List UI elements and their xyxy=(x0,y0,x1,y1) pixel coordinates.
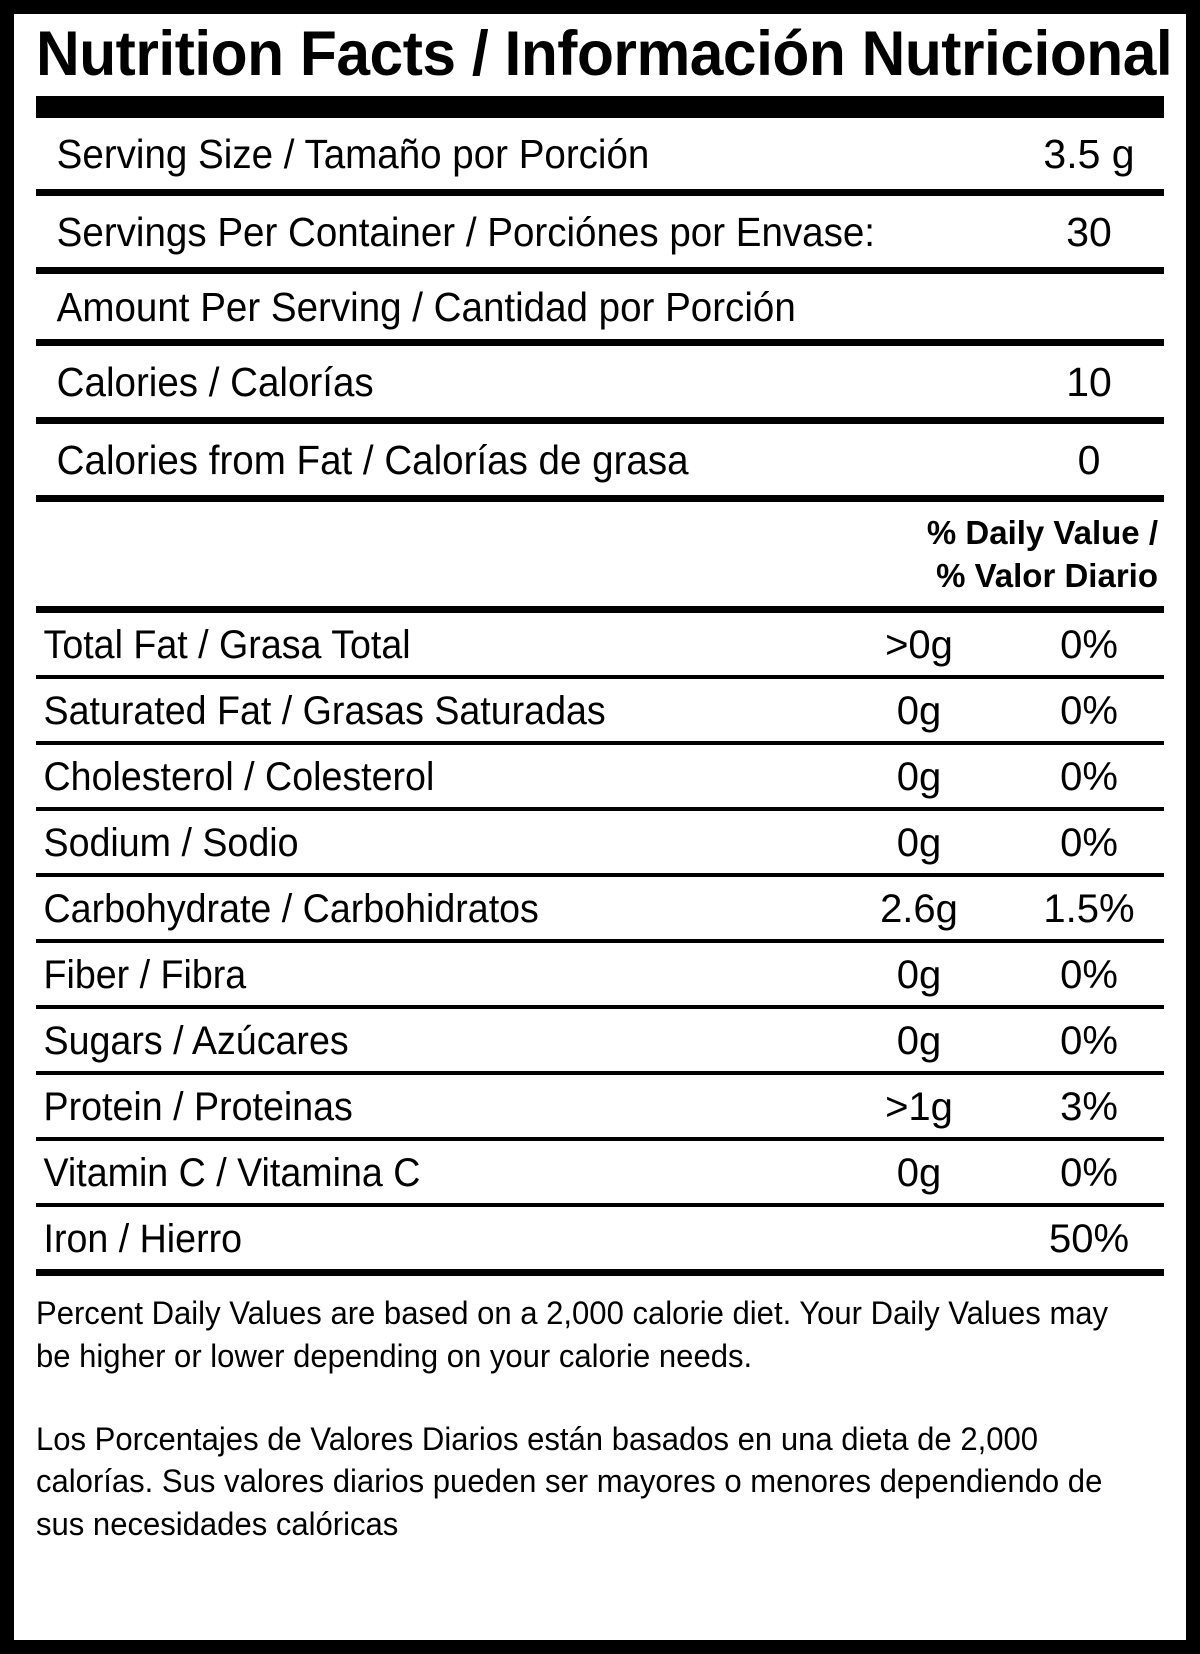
amount-per-serving-label: Amount Per Serving / Cantidad por Porció… xyxy=(56,284,796,331)
nutrient-label: Total Fat / Grasa Total xyxy=(43,622,411,667)
nutrient-daily-value: 0% xyxy=(1060,622,1118,667)
serving-size-value: 3.5 g xyxy=(1043,131,1135,178)
table-row: Carbohydrate / Carbohidratos 2.6g 1.5% xyxy=(36,877,1164,939)
nutrient-daily-value: 0% xyxy=(1060,820,1118,865)
nutrient-daily-value: 0% xyxy=(1060,1018,1118,1063)
row-divider xyxy=(36,267,1164,275)
nutrient-label: Carbohydrate / Carbohidratos xyxy=(43,886,539,931)
page-title: Nutrition Facts / Información Nutriciona… xyxy=(36,19,1173,89)
title-divider xyxy=(36,96,1164,119)
label-header: Nutrition Facts / Información Nutriciona… xyxy=(36,14,1173,89)
nutrient-amount: 0g xyxy=(896,754,942,799)
servings-per-container-value: 30 xyxy=(1066,209,1112,256)
nutrient-daily-value: 3% xyxy=(1060,1084,1118,1129)
row-divider xyxy=(36,872,1164,877)
calories-from-fat-row: Calories from Fat / Calorías de grasa 0 xyxy=(36,424,1164,495)
daily-value-header: % Daily Value / % Valor Diario xyxy=(36,502,1164,606)
nutrient-amount: >1g xyxy=(885,1084,953,1129)
nutrient-label: Vitamin C / Vitamina C xyxy=(43,1150,421,1195)
servings-per-container-row: Servings Per Container / Porciónes por E… xyxy=(36,196,1164,267)
daily-value-header-text: % Daily Value / % Valor Diario xyxy=(927,512,1164,598)
table-row: Sugars / Azúcares 0g 0% xyxy=(36,1009,1164,1071)
nutrient-label: Iron / Hierro xyxy=(43,1216,243,1261)
nutrient-amount: 0g xyxy=(896,1018,942,1063)
row-divider xyxy=(36,674,1164,679)
nutrient-amount: 0g xyxy=(896,688,942,733)
nutrient-amount: >0g xyxy=(885,622,953,667)
row-divider xyxy=(36,806,1164,811)
calories-value: 10 xyxy=(1066,359,1112,406)
calories-label: Calories / Calorías xyxy=(56,359,374,406)
nutrient-amount: 0g xyxy=(896,952,942,997)
row-divider xyxy=(36,339,1164,347)
nutrient-daily-value: 50% xyxy=(1048,1216,1130,1261)
nutrient-daily-value: 0% xyxy=(1060,754,1118,799)
nutrient-daily-value: 0% xyxy=(1060,688,1118,733)
footnotes: Percent Daily Values are based on a 2,00… xyxy=(36,1276,1164,1546)
table-row: Iron / Hierro 50% xyxy=(36,1207,1164,1269)
row-divider xyxy=(36,938,1164,943)
nutrient-label: Cholesterol / Colesterol xyxy=(43,754,435,799)
row-divider xyxy=(36,1004,1164,1009)
table-row: Protein / Proteinas >1g 3% xyxy=(36,1075,1164,1137)
nutrient-daily-value: 0% xyxy=(1060,952,1118,997)
row-divider xyxy=(36,189,1164,197)
footnote-english: Percent Daily Values are based on a 2,00… xyxy=(36,1294,1109,1374)
nutrient-amount: 0g xyxy=(896,820,942,865)
nutrient-label: Protein / Proteinas xyxy=(43,1084,353,1129)
nutrient-label: Fiber / Fibra xyxy=(43,952,247,997)
nutrient-label: Sugars / Azúcares xyxy=(43,1018,349,1063)
daily-value-header-line2: % Valor Diario xyxy=(936,556,1158,594)
row-divider xyxy=(36,1070,1164,1075)
nutrient-daily-value: 1.5% xyxy=(1043,886,1135,931)
table-row: Fiber / Fibra 0g 0% xyxy=(36,943,1164,1005)
calories-from-fat-label: Calories from Fat / Calorías de grasa xyxy=(56,437,689,484)
serving-size-label: Serving Size / Tamaño por Porción xyxy=(56,131,650,178)
servings-per-container-label: Servings Per Container / Porciónes por E… xyxy=(56,209,876,256)
row-divider xyxy=(36,1202,1164,1207)
footnote-divider xyxy=(36,1268,1164,1276)
table-row: Vitamin C / Vitamina C 0g 0% xyxy=(36,1141,1164,1203)
table-row: Total Fat / Grasa Total >0g 0% xyxy=(36,613,1164,675)
nutrient-amount: 0g xyxy=(896,1150,942,1195)
row-divider xyxy=(36,1136,1164,1141)
daily-value-header-line1: % Daily Value / xyxy=(926,514,1158,552)
row-divider xyxy=(36,495,1164,503)
serving-size-row: Serving Size / Tamaño por Porción 3.5 g xyxy=(36,118,1164,189)
calories-from-fat-value: 0 xyxy=(1077,437,1101,484)
calories-row: Calories / Calorías 10 xyxy=(36,346,1164,417)
footnote-spanish: Los Porcentajes de Valores Diarios están… xyxy=(36,1420,1103,1543)
row-divider xyxy=(36,740,1164,745)
nutrient-label: Sodium / Sodio xyxy=(43,820,299,865)
amount-per-serving-row: Amount Per Serving / Cantidad por Porció… xyxy=(36,274,1164,339)
nutrient-amount: 2.6g xyxy=(880,886,958,931)
nutrient-label: Saturated Fat / Grasas Saturadas xyxy=(43,688,606,733)
table-row: Cholesterol / Colesterol 0g 0% xyxy=(36,745,1164,807)
nutrient-daily-value: 0% xyxy=(1060,1150,1118,1195)
row-divider xyxy=(36,417,1164,425)
table-row: Saturated Fat / Grasas Saturadas 0g 0% xyxy=(36,679,1164,741)
table-row: Sodium / Sodio 0g 0% xyxy=(36,811,1164,873)
row-divider xyxy=(36,605,1164,613)
